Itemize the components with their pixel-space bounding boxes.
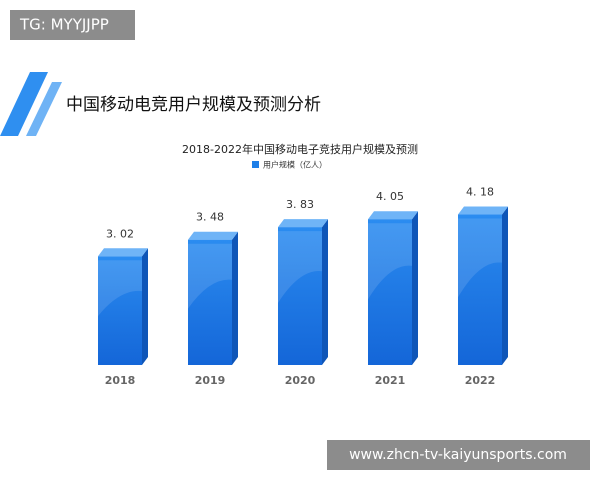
data-label: 4. 05 xyxy=(376,190,404,203)
bar xyxy=(368,219,412,365)
bar xyxy=(278,227,322,365)
bar-side xyxy=(412,211,418,365)
logo-slash xyxy=(26,82,62,136)
bar-shine xyxy=(458,218,502,298)
bar-top xyxy=(368,211,418,220)
bar-side xyxy=(142,248,148,365)
bar-top xyxy=(278,219,328,228)
x-tick-label: 2022 xyxy=(465,374,496,387)
legend-label: 用户规模（亿人） xyxy=(263,160,327,170)
bar-shine xyxy=(278,231,322,303)
bar-side xyxy=(322,219,328,365)
bar-top xyxy=(98,248,148,257)
legend-swatch xyxy=(252,161,259,168)
data-label: 4. 18 xyxy=(466,186,494,199)
x-tick-label: 2018 xyxy=(105,374,136,387)
bar-top xyxy=(458,206,508,215)
watermark-text: TG: MYYJJPP xyxy=(19,16,109,34)
x-tick-label: 2020 xyxy=(285,374,316,387)
bar-side xyxy=(502,206,508,365)
bar-side xyxy=(232,231,238,365)
data-label: 3. 83 xyxy=(286,198,314,211)
bar xyxy=(458,214,502,365)
data-label: 3. 48 xyxy=(196,211,224,224)
bar-top xyxy=(188,231,238,240)
watermark-box xyxy=(10,10,135,40)
watermark-text: www.zhcn-tv-kaiyunsports.com xyxy=(349,447,567,463)
chart-title: 2018-2022年中国移动电子竞技用户规模及预测 xyxy=(182,142,418,156)
bar-shine xyxy=(98,260,142,317)
logo-slash xyxy=(0,72,48,136)
watermark-box xyxy=(327,440,590,470)
x-tick-label: 2019 xyxy=(195,374,226,387)
x-tick-label: 2021 xyxy=(375,374,406,387)
heading: 中国移动电竞用户规模及预测分析 xyxy=(66,95,321,115)
bar-shine xyxy=(188,243,232,309)
data-label: 3. 02 xyxy=(106,227,134,240)
bar xyxy=(188,239,232,365)
bar xyxy=(98,256,142,365)
bar-shine xyxy=(368,223,412,300)
